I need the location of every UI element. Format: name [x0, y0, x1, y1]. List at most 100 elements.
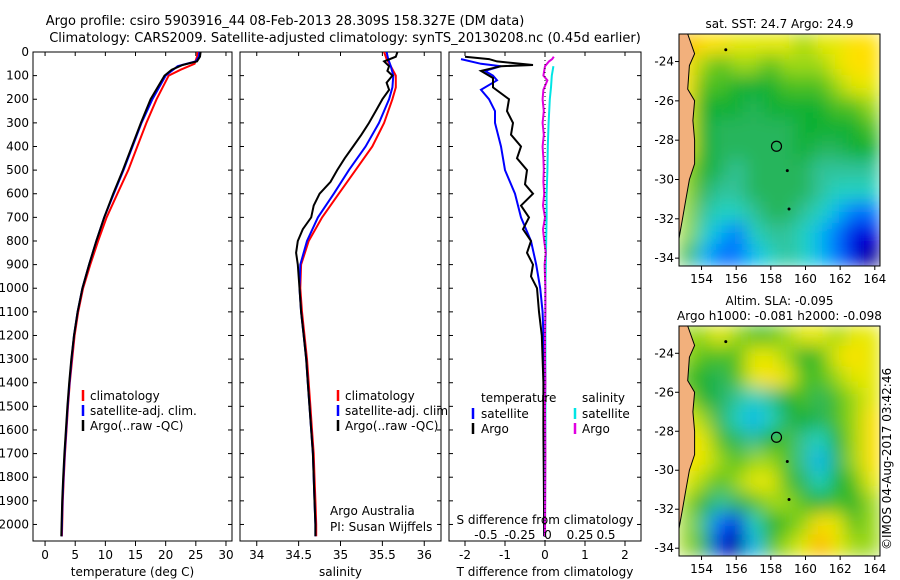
map-cell	[862, 326, 880, 348]
map-cell	[845, 34, 865, 57]
y-tick-label: -30	[654, 463, 674, 477]
map-cell	[728, 345, 748, 369]
map-cell	[828, 96, 848, 120]
map-cell	[728, 117, 748, 141]
map-cell	[711, 222, 731, 246]
map-cell	[812, 201, 831, 225]
map-cell	[745, 387, 764, 411]
map-cell	[828, 471, 848, 495]
map-cell	[745, 345, 764, 369]
y-tick-label: -32	[654, 502, 674, 516]
map-cell	[845, 243, 865, 266]
map-cell	[795, 54, 815, 78]
map-cell	[828, 180, 848, 204]
x-axis-label: T difference from climatology	[456, 565, 634, 579]
map-cell	[812, 408, 831, 432]
map-cell	[728, 513, 748, 537]
map-cell	[711, 34, 731, 57]
map-cell	[761, 117, 781, 141]
map-cell	[711, 54, 731, 78]
map-cell	[745, 429, 764, 453]
map-cell	[711, 138, 731, 162]
x-axis-label: salinity	[319, 565, 362, 579]
x-tick-label: -1	[499, 548, 511, 562]
x-tick-label: 34	[249, 548, 264, 562]
map-cell	[761, 159, 781, 183]
map-cell	[728, 387, 748, 411]
map-cell	[745, 222, 764, 246]
y-tick-label: -34	[654, 251, 674, 265]
profile-location-marker	[770, 140, 783, 152]
y-tick-label: 1900	[0, 494, 29, 508]
map-cell	[862, 96, 880, 120]
map-cell	[694, 471, 714, 495]
x-tick-label: 164	[863, 562, 886, 576]
map-cell	[795, 471, 815, 495]
land-mass	[679, 326, 696, 556]
map-cell	[778, 492, 798, 516]
legend-group-title: temperature	[481, 391, 556, 405]
map-cell	[828, 159, 848, 183]
map-cell	[845, 345, 865, 369]
x-tick-label: 162	[829, 562, 852, 576]
map-title: sat. SST: 24.7 Argo: 24.9	[705, 17, 853, 31]
map-cell	[828, 513, 848, 537]
y-tick-label: -24	[654, 346, 674, 360]
map-cell	[728, 201, 748, 225]
map-cell	[812, 492, 831, 516]
map-cell	[694, 138, 714, 162]
series-line-temperature-satellite	[460, 58, 546, 537]
y-tick-label: -28	[654, 424, 674, 438]
map-cell	[795, 34, 815, 57]
map-cell	[778, 201, 798, 225]
map-cell	[862, 513, 880, 537]
map-cell	[711, 96, 731, 120]
map-cell	[862, 534, 880, 556]
legend-entry: Argo	[481, 422, 509, 436]
map-cell	[745, 117, 764, 141]
map-cell	[828, 387, 848, 411]
map-cell	[812, 471, 831, 495]
map-cell	[812, 366, 831, 390]
map-cell	[728, 326, 748, 348]
map-cell	[711, 492, 731, 516]
map-cell	[795, 408, 815, 432]
y-tick-label: 200	[6, 92, 29, 106]
map-cell	[728, 492, 748, 516]
map-cell	[795, 492, 815, 516]
map-cell	[694, 201, 714, 225]
legend-entry: satellite-adj. clim.	[90, 404, 197, 418]
map-cell	[778, 222, 798, 246]
map-cell	[845, 387, 865, 411]
island-dot	[787, 207, 791, 211]
map-cell	[845, 117, 865, 141]
x-tick-label: 156	[725, 272, 748, 286]
map-cell	[778, 513, 798, 537]
map-cell	[778, 54, 798, 78]
map-cell	[845, 471, 865, 495]
y-tick-label: 1500	[0, 399, 29, 413]
map-cell	[694, 366, 714, 390]
x-tick-label: 36	[417, 548, 432, 562]
x-tick-label: 20	[158, 548, 173, 562]
map-cell	[795, 75, 815, 99]
y-tick-label: 1100	[0, 305, 29, 319]
x-axis-label: temperature (deg C)	[71, 565, 194, 579]
map-cell	[711, 471, 731, 495]
s-tick-label: -0.5	[474, 528, 497, 542]
map-cell	[812, 534, 831, 556]
map-cell	[694, 513, 714, 537]
map-cell	[694, 222, 714, 246]
series-line-temperature-argo	[464, 55, 546, 537]
map-cell	[694, 492, 714, 516]
map-cell	[778, 534, 798, 556]
map-cell	[761, 429, 781, 453]
map-cell	[745, 54, 764, 78]
y-tick-label: 1200	[0, 328, 29, 342]
island-dot	[785, 459, 789, 463]
map-cell	[812, 34, 831, 57]
map-field	[679, 326, 880, 556]
y-tick-label: 1700	[0, 447, 29, 461]
map-cell	[812, 429, 831, 453]
map-cell	[728, 180, 748, 204]
